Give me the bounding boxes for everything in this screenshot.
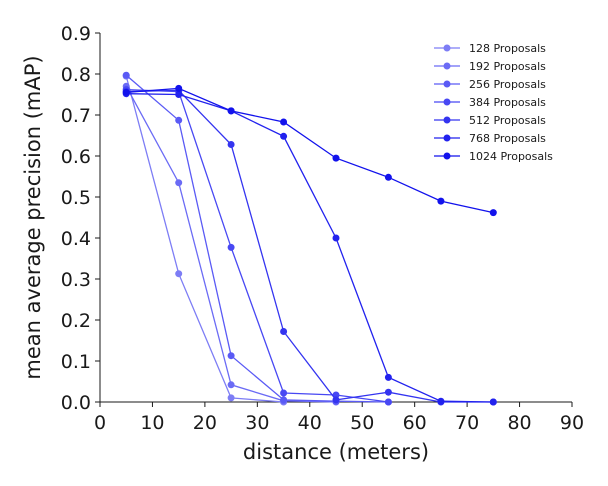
x-axis-title: distance (meters) (243, 440, 429, 464)
series-5 (122, 86, 497, 406)
data-point (227, 381, 235, 389)
legend-swatch-marker (443, 134, 451, 142)
data-point (437, 397, 445, 405)
data-point (384, 398, 392, 406)
x-tick-label: 30 (245, 412, 269, 434)
data-point (280, 132, 288, 140)
legend-label: 256 Proposals (469, 78, 546, 91)
data-point (227, 394, 235, 402)
x-tick-label: 20 (193, 412, 217, 434)
x-tick-label: 60 (403, 412, 427, 434)
data-point (384, 173, 392, 181)
data-point (280, 389, 288, 397)
data-point (280, 118, 288, 126)
data-point (227, 141, 235, 148)
series-line (125, 74, 389, 403)
legend-label: 128 Proposals (469, 42, 546, 55)
data-point (122, 71, 130, 79)
data-point (175, 179, 183, 187)
legend: 128 Proposals 192 Proposals 256 Proposals 3… (434, 42, 553, 163)
series-line (126, 88, 389, 403)
x-tick-label: 50 (350, 412, 374, 434)
y-tick-label: 0.0 (61, 392, 91, 414)
y-tick-label: 0.5 (61, 187, 91, 209)
y-tick-label: 0.4 (61, 228, 91, 250)
data-point (227, 107, 235, 115)
y-tick-label: 0.1 (61, 351, 91, 373)
data-point (227, 352, 235, 360)
legend-item: 384 Proposals (434, 96, 546, 109)
y-tick-label: 0.3 (61, 269, 91, 291)
legend-label: 768 Proposals (469, 132, 546, 145)
y-tick-label: 0.8 (61, 64, 91, 86)
legend-swatch-marker (443, 152, 451, 160)
legend-swatch-marker (443, 98, 451, 106)
x-tick-label: 40 (298, 412, 322, 434)
legend-item: 768 Proposals (434, 132, 546, 145)
series-7 (122, 84, 497, 217)
y-tick-label: 0.7 (61, 105, 91, 127)
legend-label: 384 Proposals (469, 96, 546, 109)
y-tick-label: 0.6 (61, 146, 91, 168)
legend-item: 128 Proposals (434, 42, 546, 55)
x-tick-label: 70 (455, 412, 479, 434)
x-tick-label: 10 (140, 412, 164, 434)
legend-item: 192 Proposals (434, 60, 546, 73)
y-axis-title: mean average precision (mAP) (21, 55, 45, 379)
legend-label: 192 Proposals (469, 60, 546, 73)
legend-label: 1024 Proposals (469, 150, 553, 163)
series-line (126, 89, 494, 403)
data-point (332, 154, 340, 162)
series-line (126, 93, 494, 403)
legend-label: 512 Proposals (469, 114, 546, 127)
data-point (280, 328, 288, 335)
x-tick-label: 90 (560, 412, 584, 434)
legend-swatch-marker (443, 44, 451, 52)
series-layer (122, 71, 497, 406)
data-point (175, 116, 183, 124)
y-tick-label: 0.9 (61, 23, 91, 45)
data-point (175, 270, 183, 278)
data-point (384, 388, 392, 396)
data-point (332, 234, 340, 242)
x-tick-label: 80 (507, 412, 531, 434)
data-point (489, 209, 497, 217)
data-point (437, 197, 445, 205)
data-point (384, 373, 392, 381)
legend-item: 512 Proposals (434, 114, 546, 127)
axes: 0.0 0.1 0.2 0.3 0.4 0.5 0.6 0.7 0.8 0.9 0 10 20 30 40 5… (61, 23, 584, 434)
data-point (332, 396, 340, 404)
legend-swatch-marker (443, 116, 451, 124)
data-point (175, 91, 183, 98)
legend-swatch-marker (443, 80, 451, 88)
legend-swatch-marker (443, 62, 451, 70)
data-point (227, 243, 235, 251)
legend-item: 1024 Proposals (434, 150, 553, 163)
series-4 (122, 86, 392, 406)
data-point (280, 396, 288, 404)
x-tick-label: 0 (94, 412, 106, 434)
y-tick-label: 0.2 (61, 310, 91, 332)
data-point (122, 88, 130, 96)
series-line (126, 87, 494, 214)
legend-item: 256 Proposals (434, 78, 546, 91)
series-line (125, 75, 284, 403)
data-point (489, 398, 497, 406)
data-point (175, 84, 183, 92)
